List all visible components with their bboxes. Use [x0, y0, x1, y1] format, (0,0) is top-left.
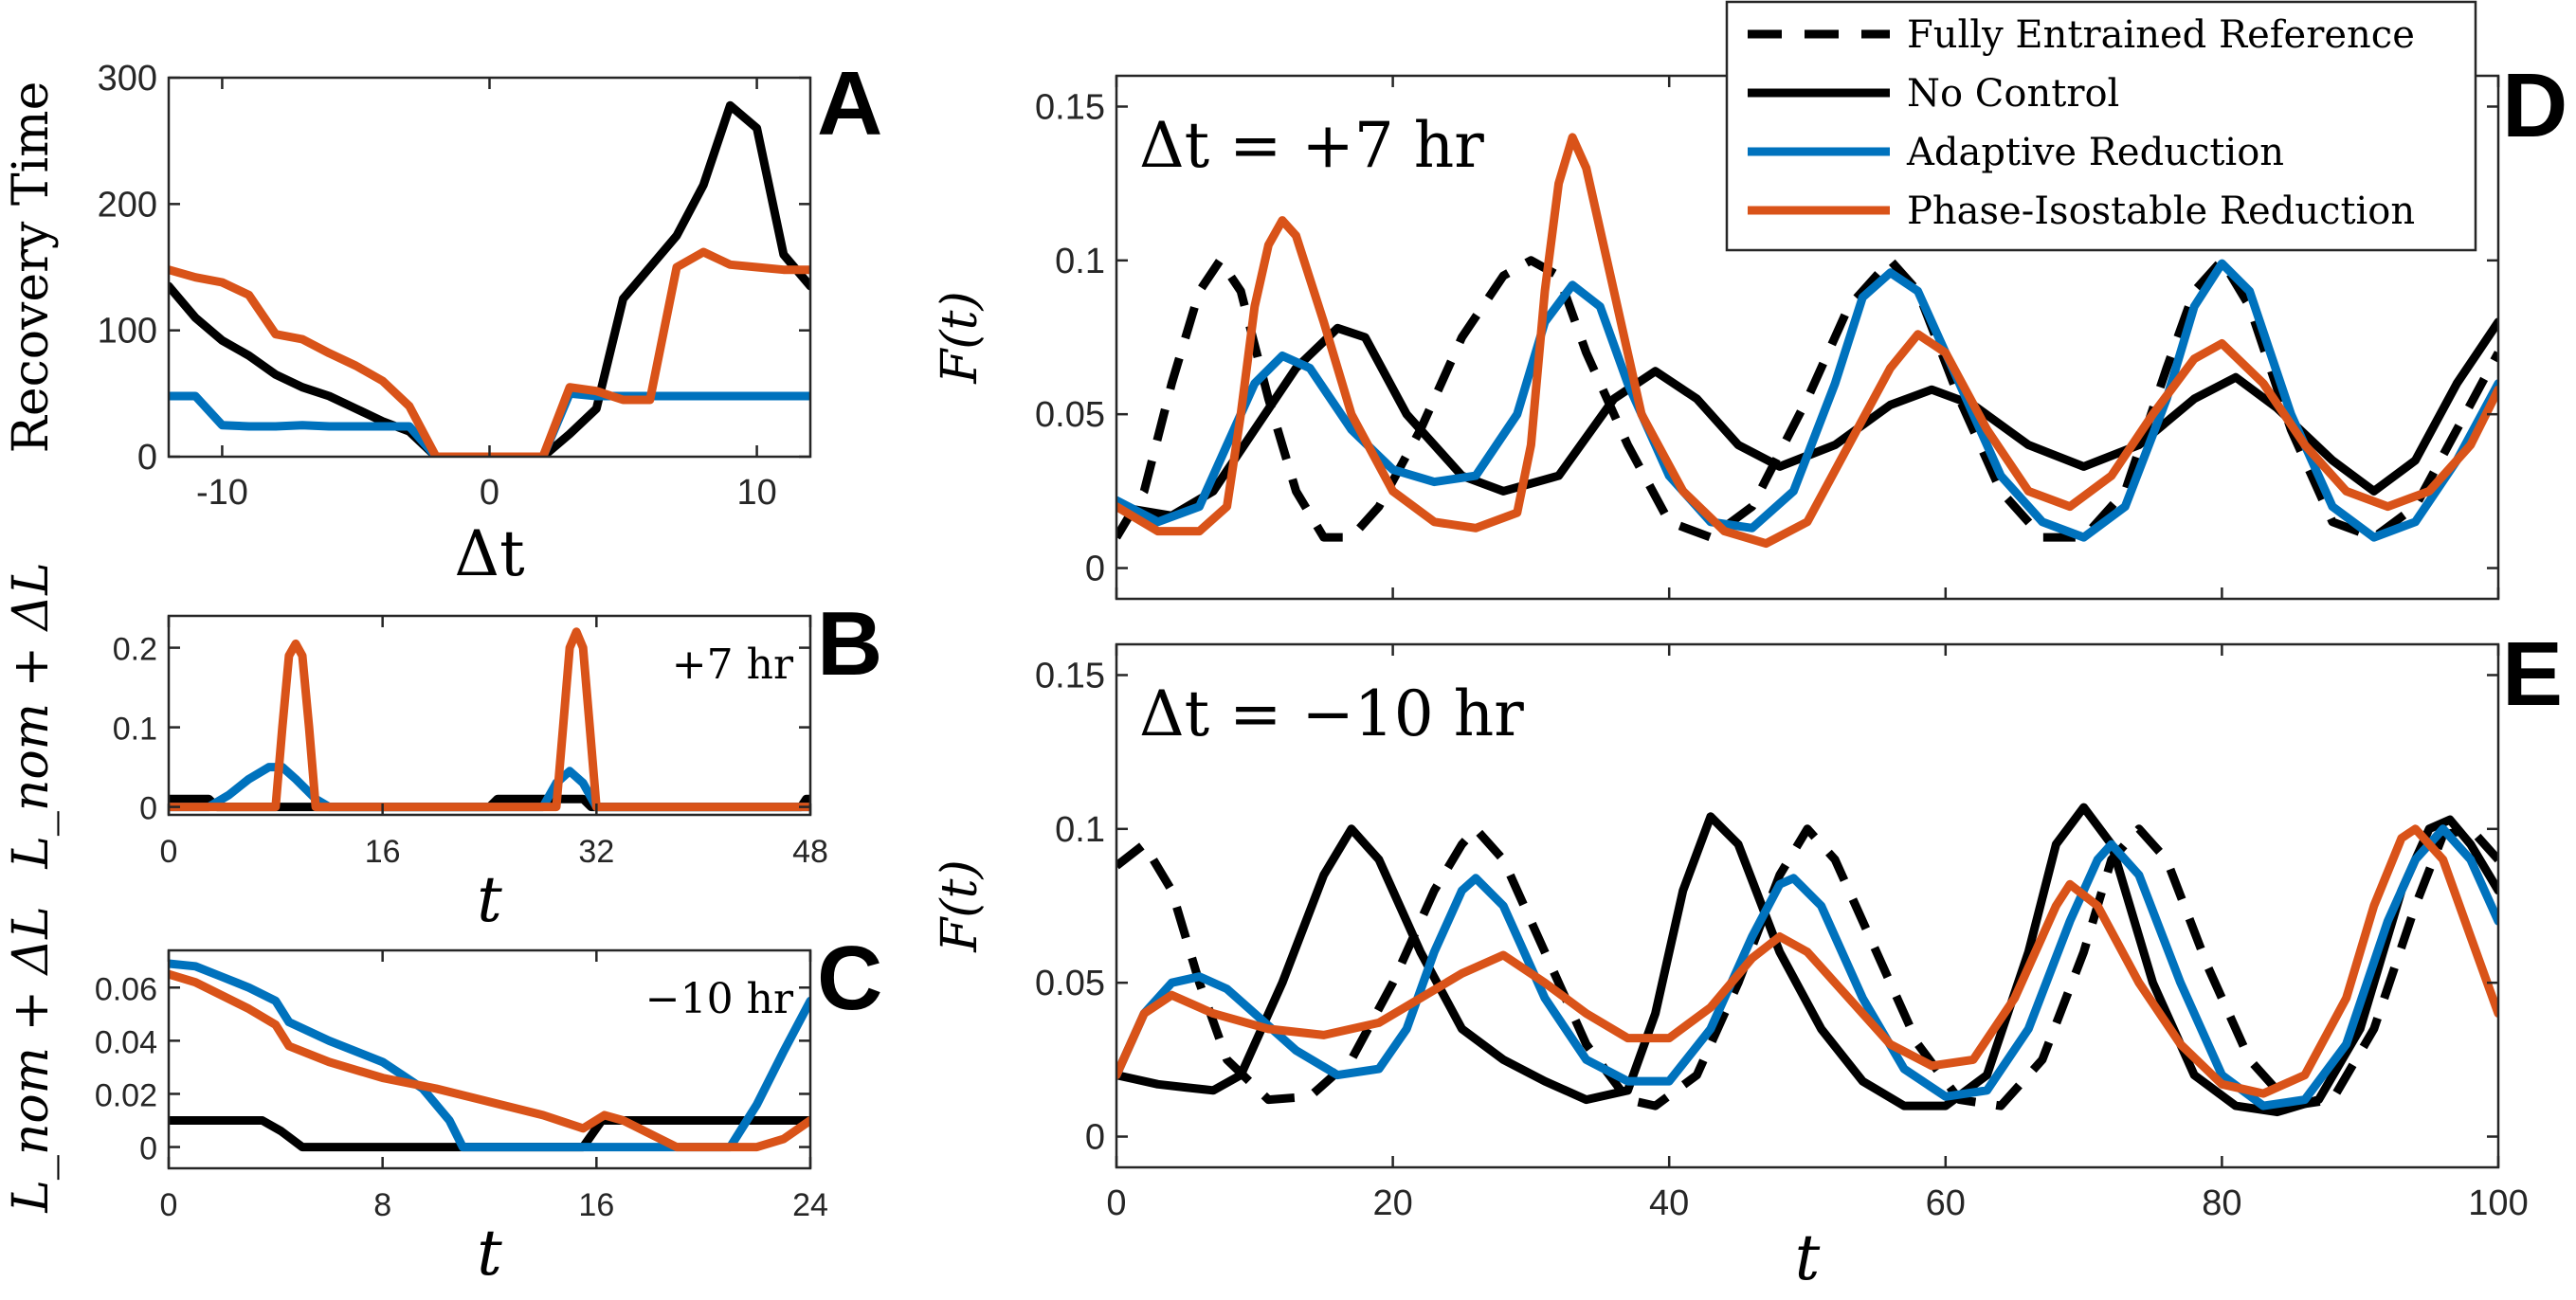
x-axis-label: t: [477, 863, 502, 936]
x-axis-label: Δt: [454, 517, 524, 590]
x-tick-label: 0: [480, 473, 499, 513]
x-axis-label: t: [477, 1217, 502, 1290]
x-tick-label: 60: [1926, 1183, 1966, 1223]
series-group: [169, 959, 810, 1152]
panel-label: D: [2502, 55, 2567, 156]
x-tick-label: 40: [1649, 1183, 1689, 1223]
y-tick-label: 0.02: [95, 1077, 157, 1113]
series-fully-entrained-reference: [1116, 824, 2498, 1110]
y-tick-label: 300: [98, 59, 157, 99]
y-tick-label: 0: [139, 791, 157, 827]
y-tick-label: 0: [1085, 1118, 1105, 1158]
y-tick-label: 0.05: [1035, 395, 1105, 435]
y-tick-label: 0.15: [1035, 656, 1105, 695]
y-tick-label: 0.1: [1055, 810, 1105, 850]
x-tick-label: 0: [1106, 1183, 1126, 1223]
panel-annotation: +7 hr: [672, 641, 794, 689]
y-tick-label: 0.04: [95, 1024, 157, 1060]
series-fully-entrained-reference: [1116, 256, 2498, 542]
series-group: [169, 100, 810, 457]
panel-title: Δt = −10 hr: [1139, 677, 1524, 750]
x-tick-label: 100: [2468, 1183, 2528, 1223]
y-axis-label: F(t): [932, 291, 989, 385]
y-tick-label: 0: [137, 438, 157, 478]
panel-c: 0 8 16 24 0 0.02 0.04 0.06 Ct L_nom + ΔL −10 hr: [3, 906, 882, 1290]
axes-box: [167, 948, 812, 1170]
panel-b: 0 16 32 48 0 0.1 0.2 Bt L_nom + ΔL +7 hr: [3, 562, 882, 936]
panel-label: B: [817, 593, 882, 695]
x-tick-label: 24: [792, 1187, 828, 1223]
axes-box: [1115, 642, 2500, 1169]
y-axis-label: F(t): [932, 859, 989, 953]
panel-label: A: [817, 53, 882, 154]
y-tick-label: 0.06: [95, 971, 157, 1007]
x-tick-label: -10: [196, 473, 248, 513]
x-axis-label: t: [1795, 1221, 1821, 1294]
y-tick-label: 0: [139, 1131, 157, 1167]
y-axis-label: L_nom + ΔL: [3, 906, 60, 1213]
legend: Fully Entrained Reference No Control Adapt…: [1725, 0, 2477, 252]
panel-e: 0 20 40 60 80 100 0 0.05 0.1 0.15 Et F(t) Δt = −10 h…: [932, 623, 2563, 1294]
y-tick-label: 0: [1085, 550, 1105, 589]
legend-entry: Phase-Isostable Reduction: [1907, 190, 2415, 233]
x-tick-label: 0: [160, 1187, 178, 1223]
panel-annotation: −10 hr: [645, 975, 794, 1023]
y-tick-label: 0.05: [1035, 964, 1105, 1003]
y-axis-label: L_nom + ΔL: [3, 562, 60, 869]
y-tick-label: 200: [98, 185, 157, 225]
series-no-control: [169, 100, 810, 457]
series-phase-isostable-reduction: [1116, 133, 2498, 549]
series-phase-isostable-reduction: [169, 969, 810, 1152]
series-adaptive-reduction: [1116, 824, 2498, 1110]
series-group: [1116, 803, 2498, 1117]
panel-label: C: [817, 928, 882, 1029]
x-tick-label: 80: [2202, 1183, 2241, 1223]
y-tick-label: 0.1: [113, 712, 157, 748]
y-tick-label: 0.15: [1035, 87, 1105, 127]
legend-entry: Fully Entrained Reference: [1907, 13, 2415, 57]
x-tick-label: 0: [160, 834, 178, 870]
x-tick-label: 10: [736, 473, 776, 513]
series-group: [1116, 133, 2498, 549]
series-phase-isostable-reduction: [169, 247, 810, 457]
series-group: [169, 627, 810, 812]
y-tick-label: 0.2: [113, 632, 157, 668]
panel-label: E: [2502, 623, 2563, 725]
x-tick-label: 48: [792, 834, 828, 870]
y-tick-label: 100: [98, 312, 157, 352]
y-tick-label: 0.1: [1055, 242, 1105, 281]
x-tick-label: 16: [578, 1187, 614, 1223]
series-phase-isostable-reduction: [1116, 824, 2498, 1098]
series-phase-isostable-reduction: [169, 627, 810, 812]
legend-entry: No Control: [1907, 72, 2119, 116]
x-tick-label: 16: [365, 834, 401, 870]
series-adaptive-reduction: [169, 388, 810, 457]
x-tick-label: 32: [578, 834, 614, 870]
series-no-control: [1116, 803, 2498, 1117]
x-tick-label: 8: [373, 1187, 391, 1223]
y-axis-label: Recovery Time: [3, 81, 60, 454]
x-tick-label: 20: [1372, 1183, 1412, 1223]
axes-box: [167, 614, 812, 817]
legend-entry: Adaptive Reduction: [1906, 131, 2284, 174]
panel-title: Δt = +7 hr: [1139, 109, 1484, 182]
series-adaptive-reduction: [1116, 259, 2498, 542]
series-adaptive-reduction: [169, 959, 810, 1152]
